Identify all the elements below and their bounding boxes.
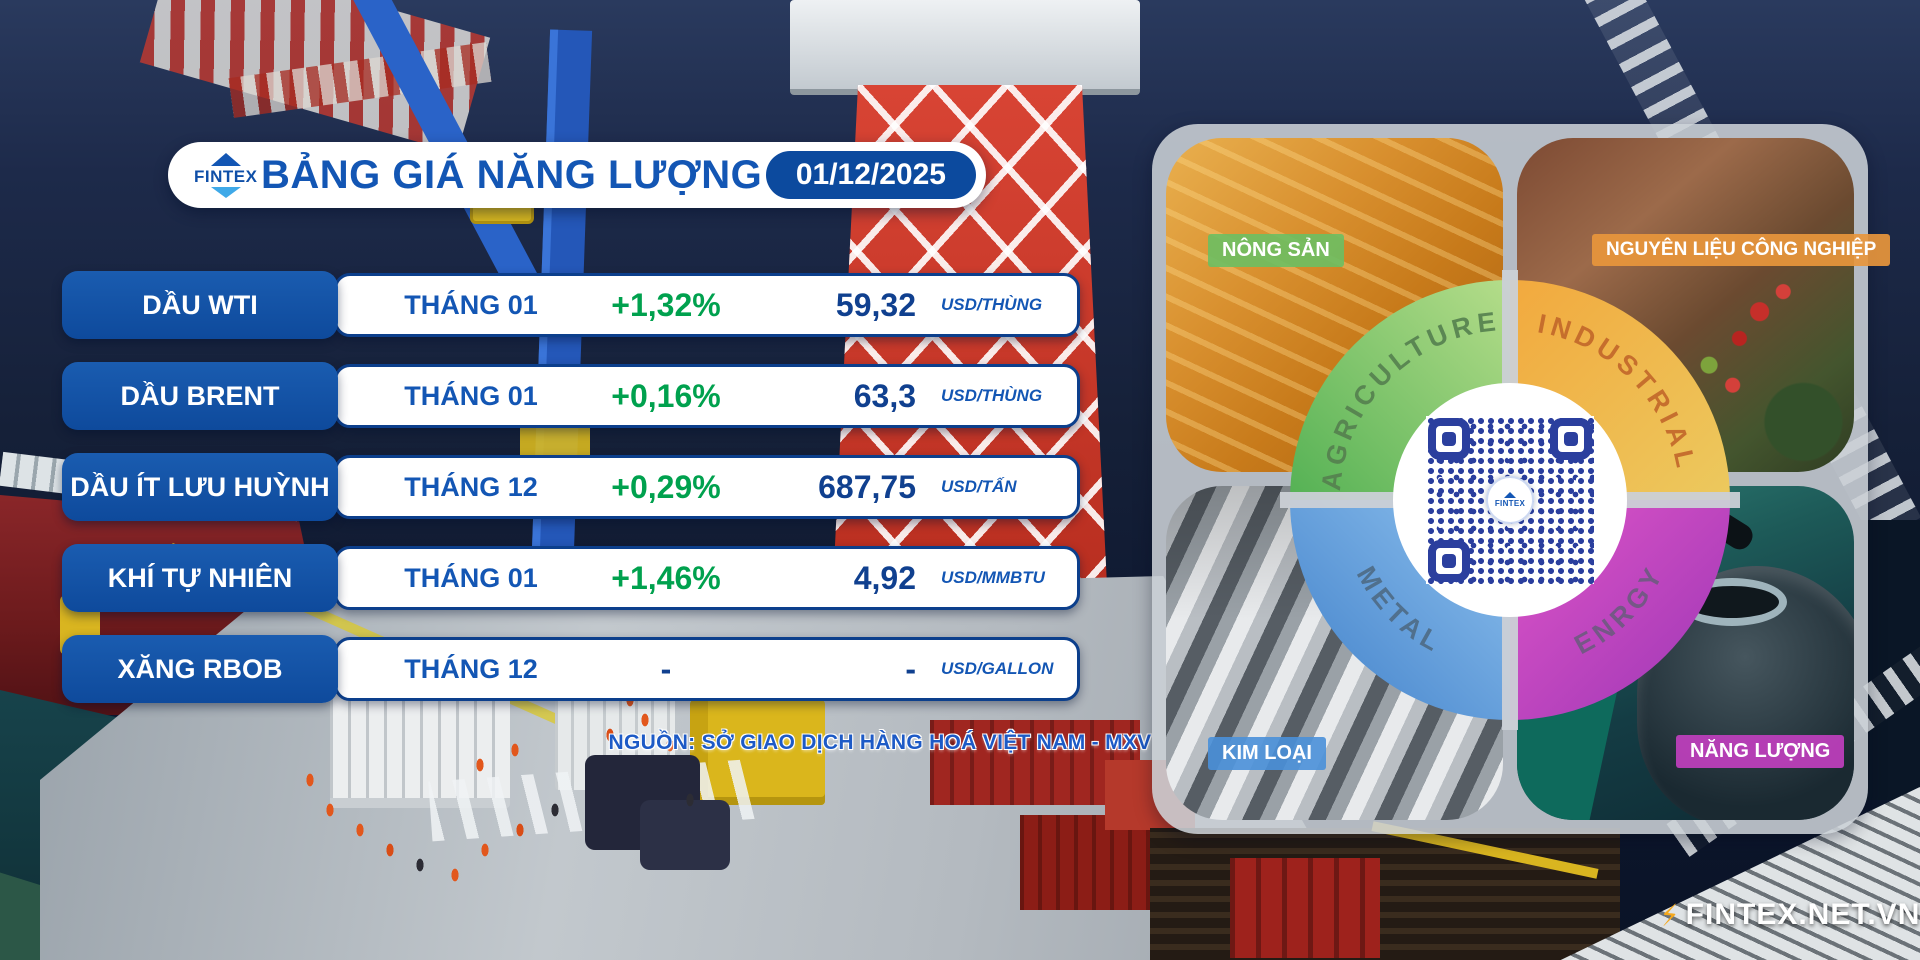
date-badge: 01/12/2025 [765,151,976,199]
commodity-name: DẦU ÍT LƯU HUỲNH [70,471,330,502]
change-percent: +1,46% [611,560,721,596]
price-unit: USD/THÙNG [941,386,1043,405]
price-value: 687,75 [818,469,916,505]
table-row: THÁNG 01 +0,16% 63,3 USD/THÙNG DẦU BRENT [62,362,1082,430]
brand-text: FINTEX.NET.VN [1685,898,1920,931]
price-value: 63,3 [853,378,916,414]
price-unit: USD/THÙNG [941,295,1043,314]
change-percent: +0,29% [611,469,721,505]
pipe-stack [1150,828,1620,960]
price-value: - [905,651,916,687]
red-machinery [1230,858,1380,958]
contract-month: THÁNG 01 [404,290,538,320]
price-value: 4,92 [853,560,916,596]
agriculture-label: NÔNG SẢN [1208,234,1344,267]
logo-chevron-down-icon [210,186,241,198]
contract-month: THÁNG 01 [404,563,538,593]
price-unit: USD/GALLON [941,659,1054,678]
commodity-name: DẦU WTI [142,289,258,320]
header-bar: FINTEX BẢNG GIÁ NĂNG LƯỢNG 01/12/2025 [168,142,986,208]
website-brand: ⚡ FINTEX.NET.VN [1657,898,1920,932]
derrick-platform [790,0,1140,95]
contract-month: THÁNG 12 [404,654,538,684]
change-percent: - [660,651,672,687]
deck-workers [270,680,770,950]
contract-month: THÁNG 01 [404,381,538,411]
qr-marker-icon [1550,418,1592,460]
page-title: BẢNG GIÁ NĂNG LƯỢNG [261,152,763,197]
qr-code[interactable]: FINTEX [1426,416,1594,584]
change-percent: +1,32% [611,287,721,323]
qr-marker-icon [1428,540,1470,582]
table-row: THÁNG 12 +0,29% 687,75 USD/TẤN DẦU ÍT LƯ… [62,453,1082,521]
spark-icon: ⚡ [1657,898,1682,932]
logo-chevron-up-icon [210,152,241,166]
industrial-label: NGUYÊN LIỆU CÔNG NGHIỆP [1592,234,1891,266]
price-card: THÁNG 12 - - USD/GALLON [334,637,1080,701]
qr-center-logo: FINTEX [1486,476,1534,524]
commodity-name: KHÍ TỰ NHIÊN [107,562,293,593]
contract-month: THÁNG 12 [404,472,538,502]
table-row: THÁNG 01 +1,46% 4,92 USD/MMBTU KHÍ TỰ NH… [62,544,1082,612]
commodity-name: XĂNG RBOB [117,653,283,684]
price-unit: USD/TẤN [941,477,1017,496]
price-value: 59,32 [835,287,916,323]
price-card: THÁNG 01 +1,46% 4,92 USD/MMBTU [334,546,1080,610]
price-card: THÁNG 01 +0,16% 63,3 USD/THÙNG [334,364,1080,428]
table-row: THÁNG 01 +1,32% 59,32 USD/THÙNG DẦU WTI [62,271,1082,339]
logo-text: FINTEX [194,166,258,186]
metal-label: KIM LOẠI [1208,737,1326,770]
price-unit: USD/MMBTU [941,568,1045,587]
commodity-label: XĂNG RBOB [62,635,338,703]
data-source: NGUỒN: SỞ GIAO DỊCH HÀNG HOÁ VIỆT NAM - … [608,731,1152,754]
commodity-label: DẦU ÍT LƯU HUỲNH [62,453,338,521]
commodity-name: DẦU BRENT [120,380,280,411]
price-card: THÁNG 01 +1,32% 59,32 USD/THÙNG [334,273,1080,337]
table-row: THÁNG 12 - - USD/GALLON XĂNG RBOB [62,635,1082,703]
fintex-logo: FINTEX [194,152,258,198]
commodity-label: KHÍ TỰ NHIÊN [62,544,338,612]
change-percent: +0,16% [611,378,721,414]
commodity-label: DẦU WTI [62,271,338,339]
energy-label: NĂNG LƯỢNG [1676,735,1845,768]
qr-logo-text: FINTEX [1494,499,1526,508]
qr-marker-icon [1428,418,1470,460]
commodity-groups-panel: AGRICULTURE INDUSTRIAL METAL ENRGY FINTE… [1152,124,1891,834]
logo-chevron-up-icon [1504,492,1516,498]
price-card: THÁNG 12 +0,29% 687,75 USD/TẤN [334,455,1080,519]
commodity-label: DẦU BRENT [62,362,338,430]
